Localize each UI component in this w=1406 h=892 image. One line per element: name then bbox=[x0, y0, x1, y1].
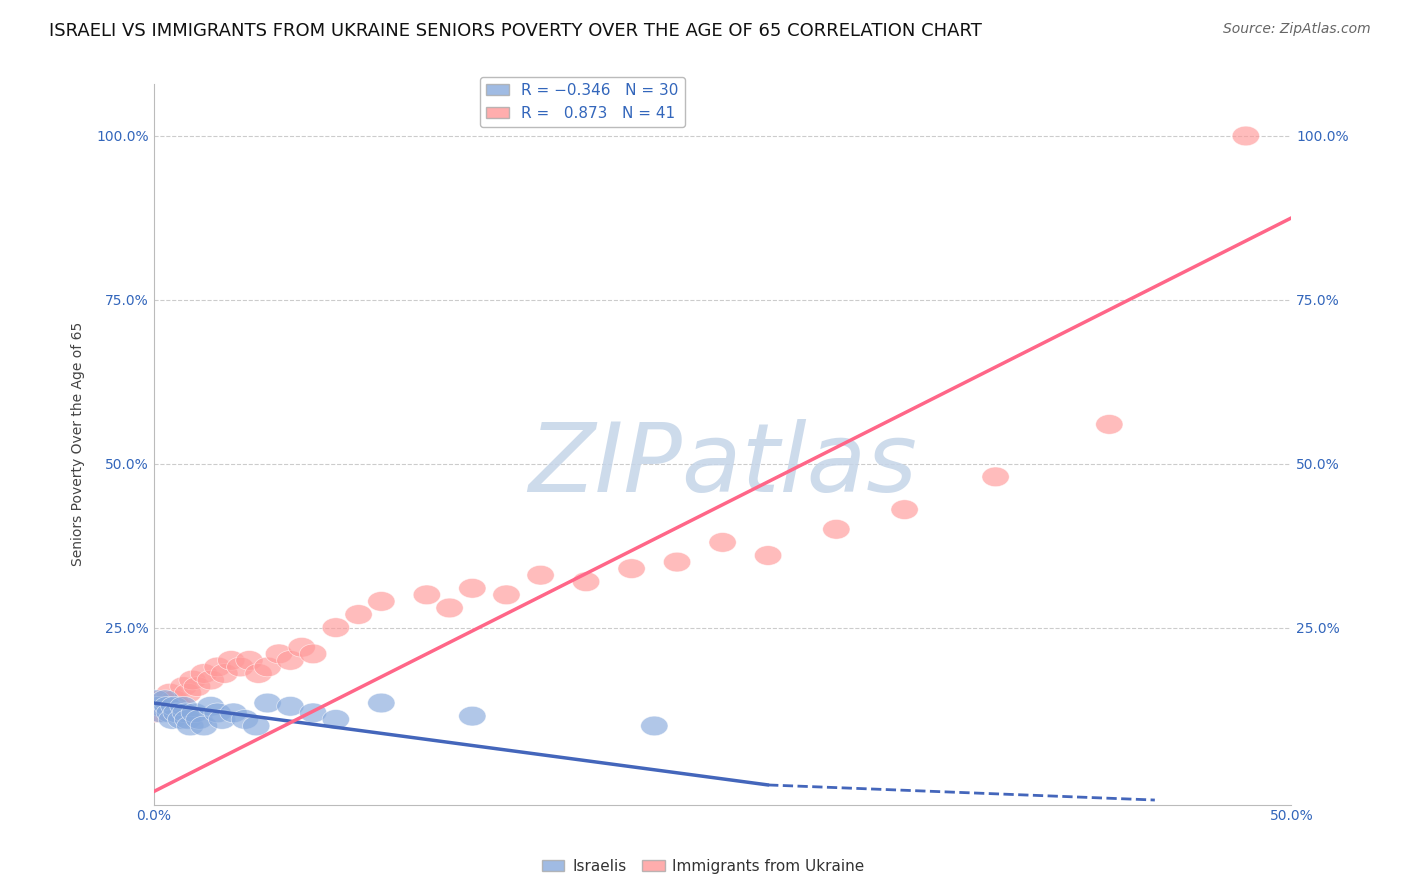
Ellipse shape bbox=[254, 657, 281, 677]
Ellipse shape bbox=[458, 706, 486, 726]
Ellipse shape bbox=[174, 683, 201, 703]
Ellipse shape bbox=[179, 670, 207, 690]
Ellipse shape bbox=[823, 519, 851, 539]
Ellipse shape bbox=[170, 677, 197, 697]
Ellipse shape bbox=[167, 709, 195, 730]
Ellipse shape bbox=[641, 716, 668, 736]
Legend: Israelis, Immigrants from Ukraine: Israelis, Immigrants from Ukraine bbox=[536, 853, 870, 880]
Ellipse shape bbox=[299, 644, 326, 664]
Ellipse shape bbox=[572, 572, 600, 591]
Ellipse shape bbox=[413, 585, 440, 605]
Ellipse shape bbox=[190, 716, 218, 736]
Ellipse shape bbox=[181, 703, 208, 723]
Ellipse shape bbox=[183, 677, 211, 697]
Ellipse shape bbox=[243, 716, 270, 736]
Ellipse shape bbox=[709, 533, 737, 552]
Ellipse shape bbox=[1095, 415, 1123, 434]
Ellipse shape bbox=[211, 664, 238, 683]
Ellipse shape bbox=[166, 697, 193, 716]
Ellipse shape bbox=[142, 703, 170, 723]
Ellipse shape bbox=[664, 552, 690, 572]
Ellipse shape bbox=[436, 599, 463, 618]
Ellipse shape bbox=[163, 703, 190, 723]
Ellipse shape bbox=[617, 558, 645, 578]
Ellipse shape bbox=[159, 709, 186, 730]
Ellipse shape bbox=[156, 683, 183, 703]
Ellipse shape bbox=[277, 650, 304, 670]
Legend: R = −0.346   N = 30, R =   0.873   N = 41: R = −0.346 N = 30, R = 0.873 N = 41 bbox=[479, 77, 685, 127]
Ellipse shape bbox=[458, 578, 486, 599]
Ellipse shape bbox=[186, 709, 212, 730]
Ellipse shape bbox=[527, 566, 554, 585]
Ellipse shape bbox=[174, 709, 201, 730]
Ellipse shape bbox=[218, 650, 245, 670]
Ellipse shape bbox=[245, 664, 273, 683]
Ellipse shape bbox=[152, 690, 179, 709]
Ellipse shape bbox=[152, 697, 179, 716]
Text: ISRAELI VS IMMIGRANTS FROM UKRAINE SENIORS POVERTY OVER THE AGE OF 65 CORRELATIO: ISRAELI VS IMMIGRANTS FROM UKRAINE SENIO… bbox=[49, 22, 981, 40]
Ellipse shape bbox=[190, 664, 218, 683]
Ellipse shape bbox=[254, 693, 281, 713]
Ellipse shape bbox=[177, 716, 204, 736]
Ellipse shape bbox=[204, 657, 231, 677]
Ellipse shape bbox=[160, 690, 188, 709]
Ellipse shape bbox=[322, 618, 350, 638]
Ellipse shape bbox=[755, 546, 782, 566]
Ellipse shape bbox=[344, 605, 373, 624]
Ellipse shape bbox=[148, 690, 174, 709]
Ellipse shape bbox=[368, 591, 395, 611]
Ellipse shape bbox=[236, 650, 263, 670]
Ellipse shape bbox=[148, 703, 174, 723]
Ellipse shape bbox=[156, 703, 183, 723]
Ellipse shape bbox=[170, 697, 197, 716]
Text: ZIPatlas: ZIPatlas bbox=[529, 419, 917, 512]
Ellipse shape bbox=[145, 697, 172, 716]
Ellipse shape bbox=[368, 693, 395, 713]
Ellipse shape bbox=[208, 709, 236, 730]
Ellipse shape bbox=[322, 709, 350, 730]
Ellipse shape bbox=[160, 697, 188, 716]
Ellipse shape bbox=[204, 703, 231, 723]
Ellipse shape bbox=[172, 703, 200, 723]
Ellipse shape bbox=[891, 500, 918, 519]
Ellipse shape bbox=[153, 697, 181, 716]
Ellipse shape bbox=[277, 697, 304, 716]
Text: Source: ZipAtlas.com: Source: ZipAtlas.com bbox=[1223, 22, 1371, 37]
Ellipse shape bbox=[494, 585, 520, 605]
Ellipse shape bbox=[226, 657, 254, 677]
Ellipse shape bbox=[299, 703, 326, 723]
Ellipse shape bbox=[142, 690, 170, 709]
Ellipse shape bbox=[197, 697, 225, 716]
Ellipse shape bbox=[1232, 126, 1260, 145]
Ellipse shape bbox=[981, 467, 1010, 487]
Ellipse shape bbox=[266, 644, 292, 664]
Ellipse shape bbox=[288, 638, 315, 657]
Ellipse shape bbox=[197, 670, 225, 690]
Ellipse shape bbox=[219, 703, 247, 723]
Y-axis label: Seniors Poverty Over the Age of 65: Seniors Poverty Over the Age of 65 bbox=[72, 322, 86, 566]
Ellipse shape bbox=[231, 709, 259, 730]
